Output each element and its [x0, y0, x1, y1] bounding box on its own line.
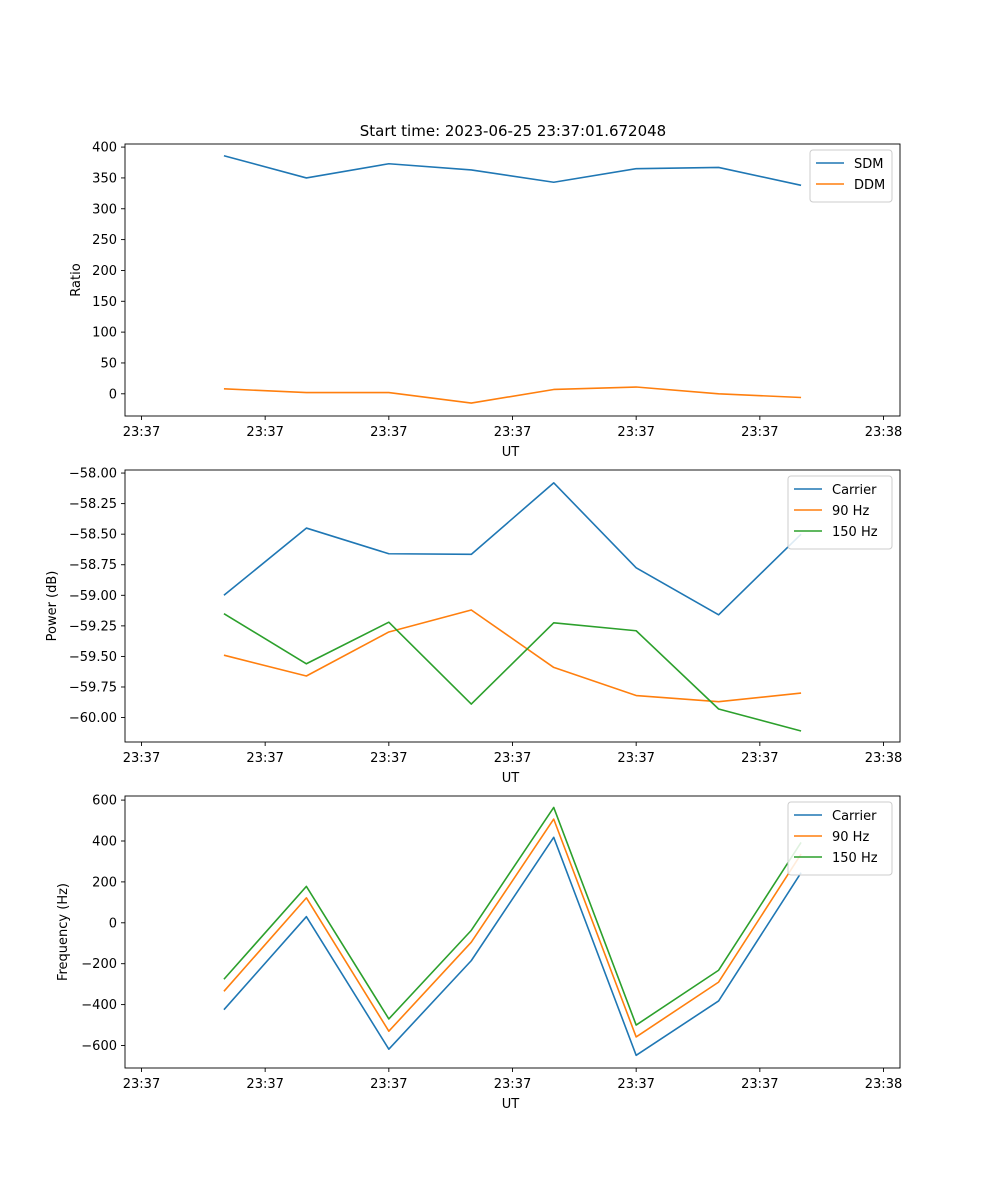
- ratio-y-tick-label: 200: [92, 264, 117, 279]
- ratio-x-tick-label: 23:37: [494, 425, 531, 440]
- power-legend-label: Carrier: [832, 483, 877, 498]
- ratio-series-line-ddm: [223, 386, 802, 404]
- ratio-x-tick-label: 23:37: [246, 425, 283, 440]
- power-y-tick-label: −58.50: [69, 528, 117, 543]
- ratio-y-tick-label: 350: [92, 171, 117, 186]
- ratio-y-tick-label: 250: [92, 233, 117, 248]
- power-legend-label: 150 Hz: [832, 525, 878, 540]
- power-series-line-carrier: [223, 482, 802, 616]
- power-y-tick-label: −59.75: [69, 680, 117, 695]
- frequency-y-tick-label: −600: [81, 1039, 117, 1054]
- frequency-x-tick-label: 23:38: [865, 1077, 902, 1092]
- ratio-subplot: 23:37 23:37 23:37 23:37 23:37 23:37 23:38 0 50 10…: [69, 141, 902, 460]
- ratio-y-tick-label: 150: [92, 295, 117, 310]
- ratio-x-tick-label: 23:38: [865, 425, 902, 440]
- power-x-tick-label: 23:38: [865, 751, 902, 766]
- power-legend: Carrier 90 Hz 150 Hz: [787, 475, 893, 550]
- power-y-tick-label: −58.75: [69, 558, 117, 573]
- ratio-x-axis-label: UT: [502, 445, 520, 460]
- figure-title: Start time: 2023-06-25 23:37:01.672048: [360, 122, 666, 140]
- ratio-y-axis-label: Ratio: [69, 263, 84, 296]
- plots-container: 23:37 23:37 23:37 23:37 23:37 23:37 23:38 0 50 10…: [45, 141, 902, 1112]
- frequency-legend-label: 90 Hz: [832, 830, 869, 845]
- frequency-y-axis-label: Frequency (Hz): [56, 883, 71, 981]
- frequency-y-tick-label: 600: [92, 794, 117, 809]
- ratio-x-tick-label: 23:37: [617, 425, 654, 440]
- power-x-tick-label: 23:37: [370, 751, 407, 766]
- frequency-x-axis-label: UT: [502, 1097, 520, 1112]
- ratio-x-tick-label: 23:37: [741, 425, 778, 440]
- ratio-x-tick-label: 23:37: [370, 425, 407, 440]
- power-series-line-150-hz: [223, 612, 802, 732]
- frequency-x-tick-label: 23:37: [370, 1077, 407, 1092]
- power-y-tick-label: −59.00: [69, 589, 117, 604]
- power-y-tick-label: −58.00: [69, 467, 117, 482]
- frequency-y-tick-label: −400: [81, 998, 117, 1013]
- frequency-series-line-carrier: [223, 836, 802, 1057]
- power-x-tick-label: 23:37: [123, 751, 160, 766]
- ratio-series-line-sdm: [223, 154, 802, 187]
- ratio-y-tick-label: 400: [92, 141, 117, 156]
- power-y-tick-label: −58.25: [69, 497, 117, 512]
- ratio-y-tick-label: 0: [109, 387, 117, 402]
- frequency-legend-label: Carrier: [832, 809, 877, 824]
- frequency-y-tick-label: 200: [92, 875, 117, 890]
- frequency-x-tick-label: 23:37: [617, 1077, 654, 1092]
- ratio-legend-label: DDM: [854, 178, 885, 193]
- power-y-axis-label: Power (dB): [45, 571, 60, 642]
- frequency-legend: Carrier 90 Hz 150 Hz: [787, 801, 893, 876]
- frequency-y-tick-label: −200: [81, 957, 117, 972]
- frequency-x-tick-label: 23:37: [494, 1077, 531, 1092]
- power-legend-label: 90 Hz: [832, 504, 869, 519]
- power-y-tick-label: −59.50: [69, 650, 117, 665]
- power-x-tick-label: 23:37: [741, 751, 778, 766]
- power-x-tick-label: 23:37: [246, 751, 283, 766]
- frequency-subplot: 23:37 23:37 23:37 23:37 23:37 23:37 23:38 −600 −…: [56, 794, 902, 1112]
- frequency-x-tick-label: 23:37: [741, 1077, 778, 1092]
- ratio-y-tick-label: 100: [92, 326, 117, 341]
- frequency-series-line-90-hz: [223, 818, 802, 1038]
- frequency-legend-label: 150 Hz: [832, 851, 878, 866]
- power-x-axis-label: UT: [502, 771, 520, 786]
- frequency-y-tick-label: 0: [109, 916, 117, 931]
- ratio-legend: SDM DDM: [809, 149, 893, 203]
- power-y-tick-label: −59.25: [69, 619, 117, 634]
- power-subplot: 23:37 23:37 23:37 23:37 23:37 23:37 23:38 −60.0…: [45, 467, 902, 786]
- power-series-line-90-hz: [223, 609, 802, 703]
- ratio-legend-label: SDM: [854, 157, 883, 172]
- power-x-tick-label: 23:37: [494, 751, 531, 766]
- power-y-tick-label: −60.00: [69, 711, 117, 726]
- frequency-series-line-150-hz: [223, 806, 802, 1026]
- power-x-tick-label: 23:37: [617, 751, 654, 766]
- ratio-y-tick-label: 300: [92, 202, 117, 217]
- ratio-y-tick-label: 50: [100, 356, 117, 371]
- frequency-y-tick-label: 400: [92, 834, 117, 849]
- frequency-x-tick-label: 23:37: [123, 1077, 160, 1092]
- ratio-x-tick-label: 23:37: [123, 425, 160, 440]
- frequency-x-tick-label: 23:37: [246, 1077, 283, 1092]
